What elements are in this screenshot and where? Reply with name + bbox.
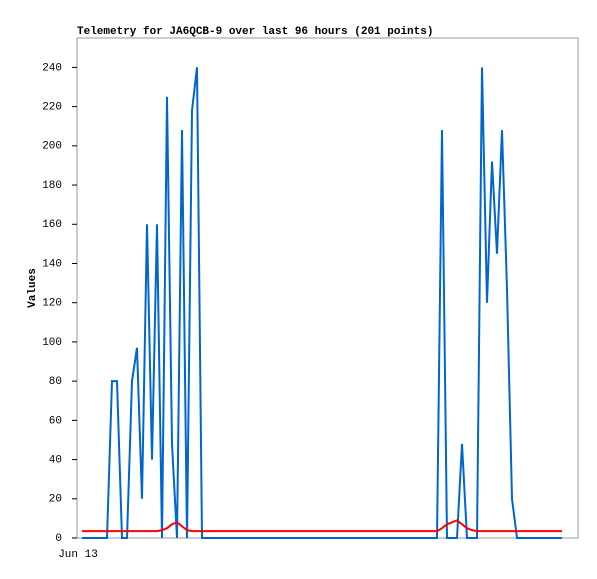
y-tick-label: 140 [42, 258, 62, 270]
y-tick-label: 60 [49, 415, 62, 427]
y-tick-label: 220 [42, 102, 62, 114]
y-tick-label: 160 [42, 219, 62, 231]
x-tick-label: Jun 13 [58, 549, 98, 561]
y-tick-label: 200 [42, 141, 62, 153]
y-tick-label: 40 [49, 454, 62, 466]
series-line [82, 519, 562, 533]
y-tick-label: 120 [42, 298, 62, 310]
chart-title: Telemetry for JA6QCB-9 over last 96 hour… [77, 26, 433, 38]
y-tick-label: 80 [49, 376, 62, 388]
y-tick-label: 20 [49, 494, 62, 506]
y-tick-label: 240 [42, 62, 62, 74]
y-tick-label: 180 [42, 180, 62, 192]
y-tick-label: 100 [42, 337, 62, 349]
plot-frame [76, 37, 579, 539]
y-tick-label: 0 [55, 533, 62, 545]
y-axis-label: Values [27, 268, 39, 308]
series-line [82, 67, 562, 539]
